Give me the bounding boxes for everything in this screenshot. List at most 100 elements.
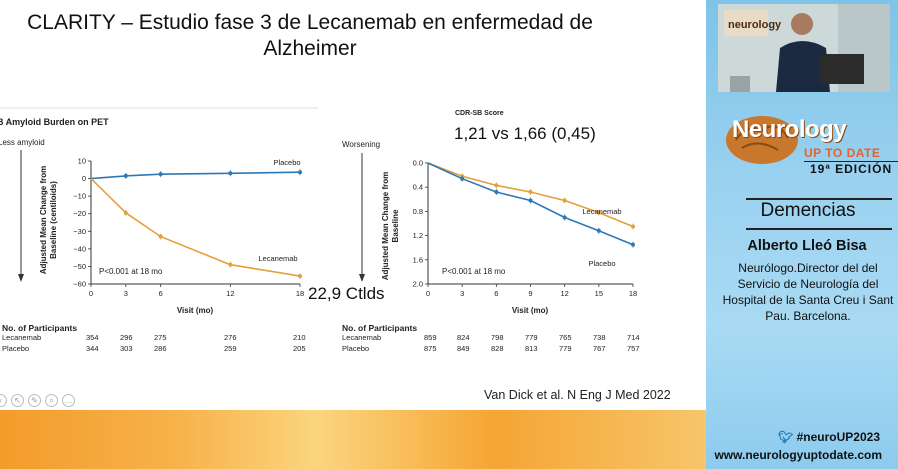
pet-xtick-label: 0 [89, 289, 93, 298]
pet-pvalue: P<0.001 at 18 mo [99, 267, 163, 276]
cdr-point-lecanemab [528, 190, 533, 195]
cdr-point-lecanemab [494, 183, 499, 188]
count-cell: 813 [525, 344, 538, 353]
brand-name: Neurology [732, 116, 847, 143]
viewer-toolbar: ‹ ↖ ✎ ⌕ … [0, 394, 75, 408]
pet-panel-label: B Amyloid Burden on PET [0, 117, 109, 127]
count-cell: 738 [593, 333, 606, 342]
cdr-point-lecanemab [631, 224, 635, 229]
category-divider-bottom [746, 228, 892, 230]
cdr-direction-label: Worsening [342, 140, 380, 149]
cdr-participants-heading: No. of Participants [342, 323, 418, 333]
cdr-point-placebo [460, 176, 465, 181]
pen-icon[interactable]: ✎ [28, 394, 41, 407]
speaker-video: neurology [718, 4, 890, 92]
pet-xtick-label: 12 [226, 289, 234, 298]
pet-ytick-label: 0 [82, 174, 86, 183]
cdr-xlabel: Visit (mo) [512, 306, 549, 315]
count-cell: 205 [293, 344, 306, 353]
count-cell: 286 [154, 344, 167, 353]
pet-ytick-label: −30 [73, 227, 86, 236]
cdr-point-placebo [562, 215, 567, 220]
count-cell: 276 [224, 333, 237, 342]
cdr-xtick-label: 0 [426, 289, 430, 298]
row-name: Lecanemab [2, 333, 42, 342]
cdr-series-label-placebo: Placebo [588, 259, 615, 268]
zoom-icon[interactable]: ⌕ [45, 394, 58, 407]
prev-icon[interactable]: ‹ [0, 394, 7, 407]
pet-participants-heading: No. of Participants [2, 323, 78, 333]
pet-ytick-label: 10 [78, 157, 86, 166]
cdr-xtick-label: 15 [595, 289, 603, 298]
hashtag-text: #neuroUP2023 [796, 430, 880, 444]
more-icon[interactable]: … [62, 394, 75, 407]
cdr-participants-table: No. of Participants Lecanemab 859 824 79… [342, 323, 652, 355]
count-cell: 210 [293, 333, 306, 342]
slide-title: CLARITY – Estudio fase 3 de Lecanemab en… [10, 10, 610, 62]
count-cell: 859 [424, 333, 437, 342]
count-cell: 344 [86, 344, 99, 353]
cdr-point-placebo [528, 198, 533, 203]
cdr-ytick-label: 0.0 [413, 159, 423, 168]
count-cell: 798 [491, 333, 504, 342]
cdr-pvalue: P<0.001 at 18 mo [442, 267, 506, 276]
table-row: Lecanemab 354 296 275 276 210 [2, 333, 322, 344]
pointer-icon[interactable]: ↖ [11, 394, 24, 407]
pet-ytick-label: −10 [73, 192, 86, 201]
pet-xtick-label: 6 [159, 289, 163, 298]
pet-point-placebo [123, 173, 128, 178]
cdr-xtick-label: 6 [494, 289, 498, 298]
cdr-xtick-label: 3 [460, 289, 464, 298]
cdr-xtick-label: 12 [560, 289, 568, 298]
cdr-ytick-label: 1.6 [413, 255, 423, 264]
cdr-series-label-lecanemab: Lecanemab [582, 207, 621, 216]
cdr-ytick-label: 2.0 [413, 280, 423, 289]
row-name: Placebo [342, 344, 370, 353]
pet-point-placebo [158, 172, 163, 177]
count-cell: 779 [525, 333, 538, 342]
pet-ylabel-2: Baseline (centiloids) [49, 181, 58, 259]
speaker-head [791, 13, 813, 35]
twitter-icon: 🐦︎ [778, 430, 794, 444]
overlay-cdr-result: 1,21 vs 1,66 (0,45) [454, 124, 596, 143]
count-cell: 354 [86, 333, 99, 342]
sidebar: neurology Neurology UP TO DATE 19ª EDICI… [706, 0, 898, 469]
speaker-name: Alberto Lleó Bisa [747, 238, 867, 254]
category-title: Demencias [760, 200, 856, 221]
cdr-point-placebo [631, 242, 635, 247]
pet-direction-label: Less amyloid [0, 138, 45, 147]
row-name: Lecanemab [342, 333, 382, 342]
cdr-sb-chart: CDR-SB Score Worsening Adjusted Mean Cha… [342, 110, 638, 315]
pet-ytick-label: −20 [73, 209, 86, 218]
pet-ytick-label: −50 [73, 262, 86, 271]
pet-point-lecanemab [228, 262, 233, 267]
cdr-ylabel-2: Baseline [391, 209, 400, 242]
cdr-point-lecanemab [562, 198, 567, 203]
count-cell: 714 [627, 333, 640, 342]
pet-xtick-label: 3 [124, 289, 128, 298]
brand-divider [804, 161, 898, 162]
website-link[interactable]: www.neurologyuptodate.com [714, 448, 882, 462]
cdr-arrowhead [359, 274, 365, 282]
pet-point-placebo [228, 171, 233, 176]
count-cell: 875 [424, 344, 437, 353]
pet-xtick-label: 18 [296, 289, 304, 298]
table-row: Placebo 875 849 828 813 779 767 757 [342, 344, 652, 355]
hashtag: 🐦︎ #neuroUP2023 [720, 430, 880, 444]
table-row: Placebo 344 303 286 259 205 [2, 344, 322, 355]
count-cell: 296 [120, 333, 133, 342]
brand-subtitle: UP TO DATE [804, 146, 881, 160]
brain-icon [726, 116, 798, 164]
overlay-ctlds: 22,9 Ctlds [308, 284, 385, 303]
cdr-xtick-label: 18 [629, 289, 637, 298]
count-cell: 824 [457, 333, 470, 342]
speaker-body [776, 41, 830, 92]
pet-series-placebo-line [90, 171, 301, 180]
pet-point-lecanemab [158, 234, 163, 239]
slide-title-line1: CLARITY – Estudio fase 3 de Lecanemab en… [27, 11, 593, 34]
row-name: Placebo [2, 344, 30, 353]
cdr-ytick-label: 0.8 [413, 207, 423, 216]
count-cell: 779 [559, 344, 572, 353]
cdr-plot-area: 0.0 0.4 0.8 1.2 1.6 2.00 3 6 9 12 15 18 Lecanemab Pla… [413, 159, 638, 299]
pet-series-label-lecanemab: Lecanemab [258, 254, 297, 263]
